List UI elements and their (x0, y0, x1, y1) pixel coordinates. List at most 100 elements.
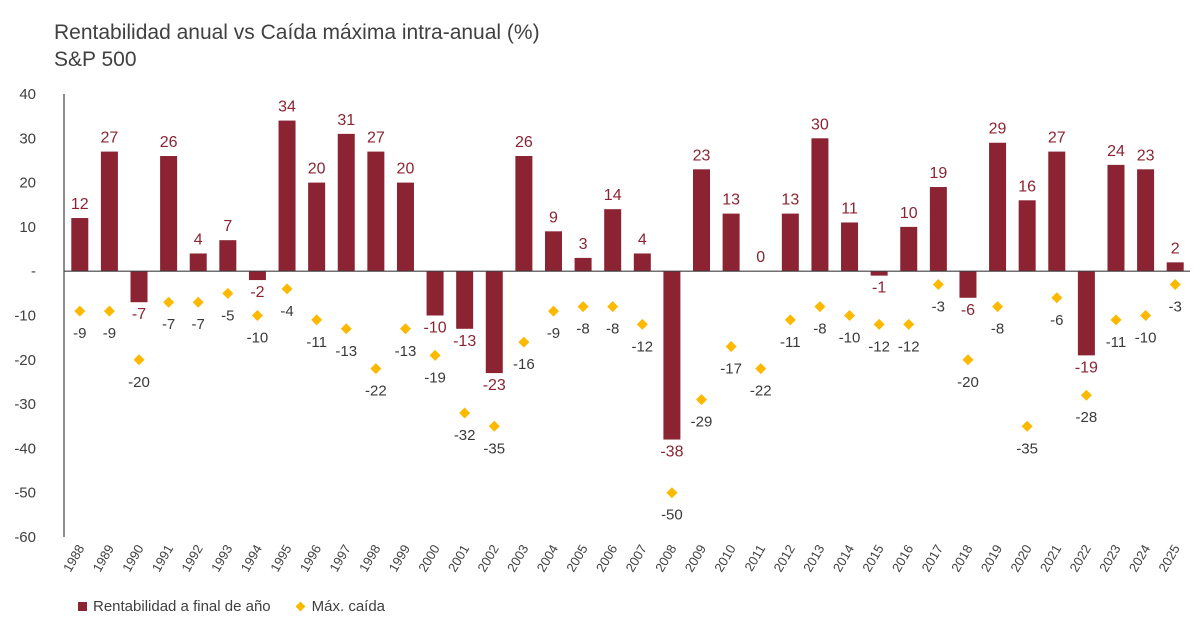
x-tick-label: 2011 (741, 542, 768, 574)
drawdown-point-1991 (163, 296, 175, 308)
drawdown-point-2002 (488, 420, 500, 432)
drawdown-point-2007 (636, 318, 648, 330)
bar-2003 (515, 156, 533, 272)
bar-2017 (929, 187, 947, 272)
drawdown-value-label: -8 (813, 321, 826, 338)
bar-value-label: 12 (71, 196, 89, 213)
y-tick-label: -60 (14, 529, 36, 546)
bar-2024 (1137, 169, 1155, 272)
bar-value-label: 3 (579, 236, 588, 253)
bar-value-label: -7 (132, 306, 146, 323)
drawdown-point-2011 (755, 363, 767, 375)
drawdown-point-2022 (1080, 389, 1092, 401)
bar-value-label: 24 (1107, 143, 1125, 160)
legend-item-diamonds: Máx. caída (295, 598, 386, 615)
drawdown-point-2013 (814, 301, 826, 313)
y-tick-label: -30 (14, 396, 36, 413)
x-tick-label: 2021 (1037, 542, 1064, 575)
x-tick-label: 2018 (948, 542, 975, 575)
bar-value-label: 26 (160, 134, 178, 151)
drawdown-point-1999 (399, 323, 411, 335)
drawdown-point-2012 (784, 314, 796, 326)
x-tick-label: 1990 (119, 542, 146, 575)
drawdown-point-2016 (903, 318, 915, 330)
drawdown-value-label: -9 (103, 325, 116, 342)
drawdown-value-label: -12 (898, 338, 920, 355)
bar-value-label: 9 (549, 209, 558, 226)
drawdown-point-1995 (281, 283, 293, 295)
drawdown-value-label: -9 (547, 325, 560, 342)
drawdown-point-2010 (725, 341, 737, 353)
drawdown-value-label: -20 (957, 374, 979, 391)
drawdown-point-2000 (429, 349, 441, 361)
drawdown-value-label: -10 (839, 330, 861, 347)
x-tick-label: 1996 (297, 542, 324, 575)
bar-value-label: 20 (308, 161, 326, 178)
bar-value-label: 11 (841, 200, 858, 217)
x-tick-label: 1991 (149, 542, 176, 575)
x-tick-label: 2012 (770, 542, 797, 575)
bar-2020 (1018, 200, 1036, 272)
drawdown-value-label: -10 (1135, 330, 1157, 347)
drawdown-point-1989 (103, 305, 115, 317)
drawdown-point-2014 (844, 310, 856, 321)
bar-value-label: 23 (693, 147, 711, 164)
bar-1996 (308, 182, 326, 272)
x-tick-label: 2003 (504, 542, 531, 575)
drawdown-value-label: -29 (691, 414, 713, 431)
x-tick-label: 2006 (593, 542, 620, 575)
bar-2012 (781, 213, 799, 272)
x-tick-label: 2019 (978, 542, 1005, 575)
chart-title: Rentabilidad anual vs Caída máxima intra… (54, 21, 540, 44)
bar-value-label: 34 (278, 99, 296, 116)
bar-1999 (396, 182, 414, 272)
bar-2000 (426, 271, 444, 316)
y-tick-label: -40 (14, 440, 36, 457)
x-tick-label: 2010 (711, 542, 738, 575)
x-tick-label: 2022 (1067, 542, 1094, 575)
bar-value-label: 0 (756, 249, 765, 266)
bar-value-label: 4 (194, 231, 203, 248)
legend-diamond-label: Máx. caída (311, 598, 386, 615)
bar-value-label: 26 (515, 134, 533, 151)
x-tick-label: 2024 (1126, 542, 1153, 575)
drawdown-value-label: -13 (395, 343, 417, 360)
bar-value-label: 19 (929, 165, 947, 182)
drawdown-point-2006 (607, 301, 619, 313)
drawdown-point-1988 (74, 305, 86, 317)
x-tick-label: 2015 (859, 542, 886, 575)
legend-bar-swatch (78, 602, 87, 611)
y-tick-label: 20 (19, 175, 36, 192)
x-tick-label: 1988 (60, 542, 87, 575)
bar-2001 (456, 271, 474, 329)
bar-2010 (722, 213, 740, 272)
chart-legend: Rentabilidad a final de año Máx. caída (78, 598, 411, 615)
drawdown-value-label: -11 (1106, 334, 1127, 351)
bar-2025 (1166, 262, 1184, 272)
bar-2006 (604, 209, 622, 272)
bar-value-label: 20 (397, 161, 415, 178)
bar-1988 (71, 218, 89, 272)
drawdown-value-label: -8 (991, 321, 1004, 338)
drawdown-value-label: -10 (247, 330, 269, 347)
drawdown-value-label: -22 (365, 383, 387, 400)
bar-value-label: 27 (367, 130, 385, 147)
bar-1997 (337, 133, 355, 272)
drawdown-value-label: -11 (306, 334, 327, 351)
drawdown-point-2004 (547, 305, 559, 317)
bar-2004 (544, 231, 562, 272)
x-tick-label: 1992 (178, 542, 205, 575)
legend-diamond-swatch (295, 601, 306, 612)
bar-2005 (574, 257, 592, 272)
y-tick-label: 40 (19, 86, 36, 103)
drawdown-point-2015 (873, 318, 885, 330)
bar-value-label: 7 (223, 218, 232, 235)
drawdown-point-2023 (1110, 314, 1122, 326)
drawdown-value-label: -7 (192, 316, 205, 333)
bar-2016 (900, 226, 918, 272)
bar-value-label: -19 (1075, 359, 1098, 376)
bar-2018 (959, 271, 977, 298)
x-tick-label: 2008 (652, 542, 679, 575)
drawdown-value-label: -11 (780, 334, 801, 351)
x-tick-label: 2014 (830, 542, 857, 575)
